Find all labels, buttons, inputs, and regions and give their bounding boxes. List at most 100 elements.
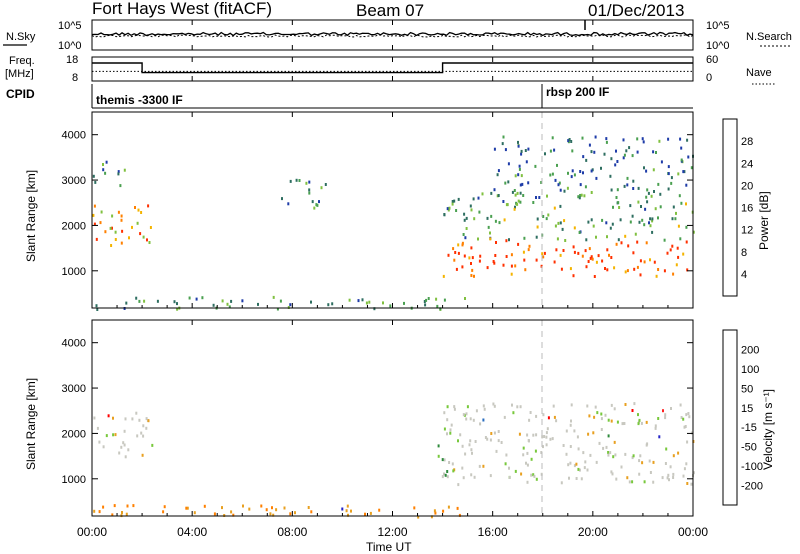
power-echo	[676, 246, 679, 250]
velocity-echo	[452, 469, 455, 473]
power-echo	[618, 206, 621, 209]
velocity-echo	[479, 422, 482, 426]
power-echo	[629, 220, 632, 224]
velocity-echo	[543, 435, 546, 438]
power-echo	[324, 183, 327, 186]
power-echo	[542, 215, 545, 218]
power-echo	[646, 200, 649, 204]
power-echo	[587, 260, 590, 263]
power-echo	[625, 149, 628, 153]
power-echo	[568, 138, 571, 141]
velocity-echo	[350, 509, 352, 513]
power-echo	[595, 235, 597, 239]
power-echo	[561, 227, 564, 231]
velocity-ytick-label: 3000	[62, 383, 86, 395]
velocity-echo	[686, 482, 689, 485]
power-echo	[593, 275, 596, 278]
velocity-yticks: 1000 2000 3000 4000	[62, 338, 693, 486]
power-echo	[666, 251, 669, 255]
power-echo	[613, 266, 616, 270]
power-echo	[517, 140, 519, 144]
power-echo	[131, 225, 133, 229]
power-colorbar: 4 8 12 16 20 24 28	[722, 118, 753, 297]
velocity-echo	[600, 428, 603, 431]
power-echo	[570, 175, 573, 179]
power-echo	[212, 303, 215, 307]
velocity-echo	[468, 443, 471, 447]
velocity-echo	[125, 512, 128, 516]
power-echo	[643, 260, 646, 264]
power-echo	[510, 253, 513, 257]
velocity-echo	[664, 413, 667, 417]
velocity-echo	[577, 467, 580, 471]
power-echo	[563, 189, 566, 193]
velocity-echo	[113, 504, 116, 508]
velocity-echo	[534, 449, 537, 453]
power-echo	[176, 302, 178, 306]
noise-panel: N.Sky 10^5 10^0 10^5 10^0 N.Search	[3, 19, 792, 52]
power-echo	[612, 205, 614, 209]
power-echo	[457, 251, 460, 255]
power-echo	[556, 163, 558, 167]
velocity-echo	[142, 434, 145, 438]
velocity-echo	[575, 477, 578, 480]
velocity-echo	[503, 415, 506, 419]
velocity-echo	[478, 464, 481, 468]
power-echo	[678, 194, 681, 198]
power-echo	[636, 265, 639, 269]
velocity-echo	[437, 454, 440, 458]
velocity-echo	[631, 456, 634, 460]
velocity-echo	[136, 434, 139, 438]
power-echo	[628, 146, 631, 150]
velocity-echo	[260, 504, 263, 508]
power-echo	[348, 298, 351, 302]
velocity-echo	[446, 405, 449, 409]
velocity-ytick-label: 2000	[62, 428, 86, 440]
power-echo	[230, 299, 233, 303]
power-echo	[578, 196, 581, 200]
power-echo	[493, 261, 496, 265]
power-echo	[496, 173, 499, 177]
power-echo	[361, 298, 364, 302]
velocity-echo	[345, 509, 348, 513]
power-echo	[636, 150, 639, 154]
velocity-echo	[664, 416, 667, 420]
power-echo	[279, 299, 282, 303]
power-echo	[617, 201, 620, 205]
noise-sky-label: N.Sky	[6, 31, 36, 43]
power-echo	[110, 244, 113, 247]
power-echo	[289, 303, 292, 307]
power-echo	[479, 254, 482, 258]
power-echo	[453, 258, 456, 262]
power-echo	[683, 170, 686, 174]
power-echo	[477, 196, 480, 200]
power-echo	[489, 237, 492, 241]
velocity-echo	[526, 433, 529, 437]
velocity-echo	[310, 510, 313, 514]
velocity-echo	[667, 473, 670, 477]
power-echo	[511, 190, 514, 194]
velocity-echo	[542, 413, 545, 417]
power-echo	[477, 237, 479, 241]
power-echo	[471, 256, 474, 260]
power-echo	[201, 296, 204, 300]
velocity-echo	[141, 453, 144, 457]
power-echo	[507, 180, 510, 184]
power-echo	[647, 191, 650, 195]
velocity-echo	[105, 434, 108, 438]
power-echo	[582, 155, 585, 159]
velocity-echo	[511, 403, 513, 407]
power-echo	[667, 172, 670, 176]
velocity-colorbar-tick: -15	[741, 422, 757, 434]
velocity-echo	[433, 509, 436, 513]
velocity-echo	[213, 512, 216, 516]
velocity-echo	[475, 409, 478, 413]
power-echo	[501, 142, 504, 146]
velocity-echo	[586, 468, 589, 472]
velocity-echo	[620, 465, 623, 469]
power-echo	[524, 268, 527, 272]
power-echo	[93, 222, 96, 226]
velocity-echo	[587, 432, 590, 436]
power-echo	[520, 152, 523, 156]
power-echo	[241, 299, 244, 303]
